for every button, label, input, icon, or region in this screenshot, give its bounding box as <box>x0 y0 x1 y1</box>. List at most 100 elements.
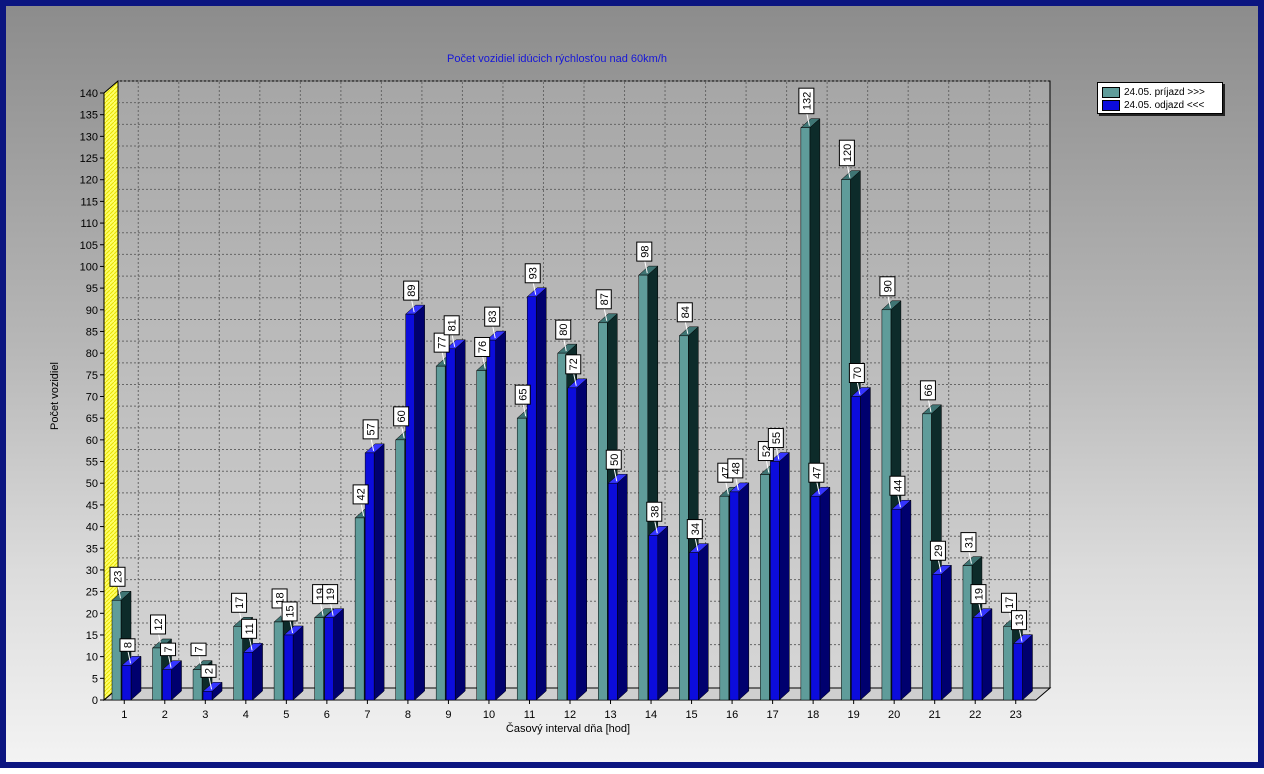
data-label-departure: 81 <box>443 315 460 336</box>
y-tick-label: 115 <box>80 196 98 208</box>
data-label-value: 57 <box>366 423 378 435</box>
bar-front <box>486 339 496 701</box>
data-label-leader <box>360 503 365 517</box>
data-label-value: 38 <box>649 506 661 518</box>
data-label-leader <box>775 447 780 460</box>
bar-side <box>981 608 993 701</box>
data-label-value: 55 <box>771 432 783 444</box>
data-label-box <box>929 540 946 561</box>
bar-departure <box>161 660 183 701</box>
bar-side <box>495 330 506 701</box>
data-label-leader <box>725 482 729 495</box>
data-label-leader <box>370 438 375 451</box>
data-label-leader <box>168 655 172 668</box>
bar-front <box>121 665 132 701</box>
x-tick-label: 18 <box>807 709 819 721</box>
bar-departure <box>648 525 669 701</box>
bar-departure <box>607 473 628 701</box>
data-label-value: 17 <box>1004 597 1016 609</box>
data-label-leader <box>897 495 901 508</box>
data-label-box <box>960 532 977 553</box>
data-label-leader <box>816 482 820 495</box>
data-label-departure: 44 <box>889 475 906 496</box>
data-label-value: 31 <box>963 536 975 548</box>
data-label-leader <box>320 603 324 616</box>
data-label-arrival: 84 <box>676 302 693 323</box>
x-tick-label: 23 <box>1010 709 1022 721</box>
y-tick-label: 10 <box>86 652 98 664</box>
data-label-value: 70 <box>852 367 864 379</box>
bar-front <box>800 127 811 701</box>
y-tick-label: 120 <box>80 175 98 187</box>
data-label-departure: 8 <box>119 638 136 652</box>
bar-side <box>333 608 344 701</box>
data-label-value: 65 <box>518 389 530 401</box>
data-label-departure: 19 <box>322 584 339 605</box>
bar-side <box>900 499 912 701</box>
data-label-box <box>433 332 450 353</box>
data-label-leader <box>644 260 648 274</box>
y-tick-label: 15 <box>86 630 98 642</box>
bar-front <box>1003 626 1013 701</box>
x-tick-label: 6 <box>324 709 330 721</box>
y-tick-label: 130 <box>80 131 98 143</box>
y-tick-label: 40 <box>86 522 98 534</box>
data-label-departure: 29 <box>929 540 946 561</box>
y-tick-label: 140 <box>80 88 98 100</box>
x-tick-label: 3 <box>202 709 208 721</box>
data-label-departure: 48 <box>727 458 744 479</box>
data-label-arrival: 120 <box>838 139 855 167</box>
data-label-value: 8 <box>123 642 135 648</box>
data-label-leader <box>573 373 577 386</box>
data-label-box <box>484 306 501 327</box>
data-label-box <box>322 584 339 605</box>
data-label-value: 2 <box>204 668 216 674</box>
data-label-box <box>281 601 298 622</box>
data-label-departure: 11 <box>241 618 258 639</box>
data-label-departure: 19 <box>970 584 987 605</box>
x-tick-label: 21 <box>929 709 941 721</box>
data-label-value: 13 <box>1014 614 1026 626</box>
data-label-leader <box>613 469 618 482</box>
data-label-departure: 38 <box>646 501 663 522</box>
data-label-box <box>190 642 207 657</box>
y-tick-label: 50 <box>86 478 98 490</box>
bar-side <box>819 486 831 701</box>
bar-side <box>617 473 628 701</box>
bar-front <box>891 508 902 701</box>
data-label-value: 48 <box>730 462 742 474</box>
data-label-box <box>889 475 906 496</box>
y-tick-label: 35 <box>86 543 98 555</box>
data-label-box <box>879 276 896 297</box>
data-label-box <box>798 87 815 115</box>
bar-departure <box>688 543 709 701</box>
data-label-value: 19 <box>973 588 985 600</box>
data-label-box <box>231 592 248 613</box>
legend-item-departure: 24.05. odjazd <<< <box>1102 99 1204 111</box>
bar-departure <box>121 655 142 701</box>
bar-front <box>435 365 446 701</box>
data-label-departure: 34 <box>686 519 703 540</box>
bar-front <box>567 387 577 701</box>
bar-departure <box>810 486 831 701</box>
bar-front <box>729 491 740 701</box>
bar-side <box>1022 634 1033 701</box>
x-tick-label: 20 <box>888 709 900 721</box>
y-tick-label: 70 <box>86 392 98 404</box>
bar-front <box>810 495 821 701</box>
bar-front <box>273 621 284 701</box>
legend: 24.05. príjazd >>> 24.05. odjazd <<< <box>1097 82 1223 114</box>
data-label-leader <box>735 477 739 490</box>
data-label-box <box>919 380 936 401</box>
x-tick-label: 8 <box>405 709 411 721</box>
data-label-value: 76 <box>477 341 489 353</box>
data-label-box <box>565 354 582 375</box>
data-label-box <box>1010 610 1027 631</box>
data-label-arrival: 98 <box>636 241 653 262</box>
data-label-value: 93 <box>528 267 540 279</box>
data-label-departure: 13 <box>1010 610 1027 631</box>
data-label-box <box>352 484 369 505</box>
bar-side <box>454 339 466 701</box>
bar-front <box>405 313 415 701</box>
data-label-value: 89 <box>406 284 418 296</box>
